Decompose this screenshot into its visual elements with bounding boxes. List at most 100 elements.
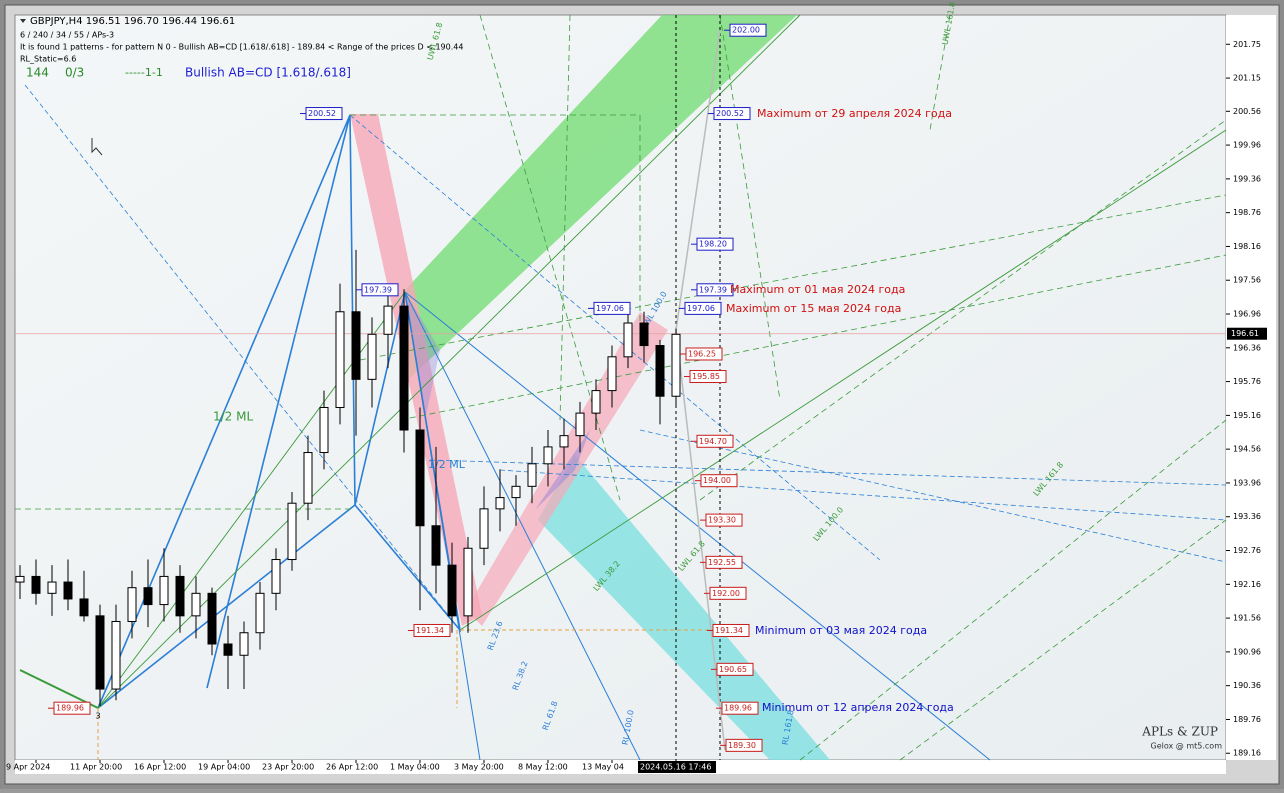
- header-line: 6 / 240 / 34 / 55 / APs-3: [20, 31, 114, 40]
- candle-body: [271, 559, 281, 594]
- lower-level-label: 191.34: [715, 626, 743, 635]
- status: -----1-1: [125, 66, 163, 79]
- green-dash: [559, 14, 571, 421]
- green-dash: [799, 419, 1227, 761]
- lower-level-label: 189.96: [724, 704, 752, 713]
- status: 0/3: [65, 66, 84, 80]
- y-tick-label: 199.36: [1233, 174, 1261, 183]
- lower-level: [709, 586, 747, 600]
- green-channel: [405, 15, 797, 378]
- upper-level: [729, 23, 767, 37]
- y-tick-label: 192.76: [1233, 546, 1261, 555]
- pink-leg: [350, 114, 482, 626]
- candle-body: [47, 581, 57, 594]
- y-tick-label: 191.56: [1233, 614, 1261, 623]
- pattern-point: [593, 301, 631, 315]
- status: 144: [26, 66, 49, 80]
- candle-body: [511, 485, 521, 499]
- candle-body: [175, 575, 185, 617]
- upper-level-label: 197.06: [687, 304, 715, 313]
- lower-level: [700, 474, 738, 488]
- lower-level: [705, 513, 743, 527]
- candle-body: [383, 305, 393, 335]
- candle-body: [655, 345, 665, 397]
- candle-body: [591, 390, 601, 414]
- lower-level-label: 194.00: [703, 476, 731, 485]
- green-line: [19, 669, 99, 709]
- pattern-line: [97, 114, 356, 709]
- candle-body: [207, 592, 217, 645]
- lower-level-label: 189.30: [728, 741, 756, 750]
- drawings: [15, 14, 1227, 761]
- upper-level-label: 197.39: [699, 285, 727, 294]
- candle-body: [191, 592, 201, 617]
- watermark: Gelox @ mt5.com: [1151, 742, 1223, 751]
- x-tick-label: 26 Apr 12:00: [326, 763, 378, 772]
- header-line: GBPJPY,H4 196.51 196.70 196.44 196.61: [30, 16, 235, 27]
- x-tick-label: 13 May 04: [582, 763, 624, 772]
- green-dash: [699, 119, 1227, 501]
- lower-level: [721, 701, 759, 715]
- header-line: It is found 1 patterns - for pattern N 0…: [20, 43, 463, 52]
- lower-level-label: 190.65: [719, 665, 747, 674]
- y-tick-label: 200.56: [1233, 107, 1261, 116]
- pattern-point: [305, 107, 343, 121]
- candle-body: [127, 587, 137, 622]
- lower-level: [696, 434, 734, 448]
- pattern-line: [206, 114, 351, 689]
- y-tick-label: 192.16: [1233, 580, 1261, 589]
- green-dash: [399, 254, 1227, 421]
- current-price-label: 196.61: [1231, 329, 1259, 338]
- pattern-point-label: 197.39: [364, 285, 392, 294]
- pattern-point-label: 197.06: [596, 304, 624, 313]
- lower-level-label: 193.30: [708, 516, 736, 525]
- projection: [675, 329, 726, 751]
- candle-body: [239, 632, 249, 656]
- candle-body: [463, 547, 473, 617]
- candle-body: [367, 333, 377, 380]
- candle-body: [255, 592, 265, 634]
- candle-body: [335, 311, 345, 408]
- pattern-point: [413, 623, 451, 637]
- x-tick-label: 2024.05.16 17:46: [640, 763, 711, 772]
- y-tick-label: 190.96: [1233, 647, 1261, 656]
- time-box: [638, 761, 716, 773]
- purple-area: [535, 430, 590, 510]
- dashed-line: [24, 84, 461, 631]
- y-tick-label: 198.16: [1233, 242, 1261, 251]
- fan-line: [404, 291, 481, 761]
- candle-body: [287, 502, 297, 561]
- y-tick-label: 196.96: [1233, 310, 1261, 319]
- collapse-arrow[interactable]: [20, 19, 26, 23]
- dashed-line: [499, 469, 1227, 521]
- y-tick-label: 201.75: [1233, 40, 1261, 49]
- candle-body: [159, 575, 169, 606]
- green-dash: [359, 194, 1227, 361]
- annotation: Maximum от 29 апреля 2024 года: [757, 107, 952, 120]
- annotation: Maximum от 01 мая 2024 года: [730, 283, 905, 296]
- candle-body: [223, 643, 233, 656]
- candle-body: [79, 598, 89, 617]
- status: Bullish AB=CD [1.618/.618]: [185, 66, 351, 80]
- y-tick-label: 199.96: [1233, 141, 1261, 150]
- lower-level: [716, 662, 754, 676]
- upper-level: [713, 107, 751, 121]
- price-axis: [1226, 15, 1276, 760]
- green-dash: [719, 14, 781, 401]
- x-tick-label: 11 Apr 20:00: [70, 763, 122, 772]
- y-tick-label: 189.76: [1233, 715, 1261, 724]
- y-tick-label: 195.16: [1233, 411, 1261, 420]
- upper-level: [684, 301, 722, 315]
- pattern-point: [53, 701, 91, 715]
- candle-body: [495, 497, 505, 510]
- y-tick-label: 193.36: [1233, 512, 1261, 521]
- candle-body: [351, 311, 361, 380]
- upper-level-label: 200.52: [716, 109, 744, 118]
- x-tick-label: 9 Apr 2024: [6, 763, 50, 772]
- pink-leg: [466, 312, 668, 626]
- dashed-line: [639, 429, 1227, 563]
- green-line: [97, 14, 801, 709]
- y-tick-label: 193.96: [1233, 478, 1261, 487]
- candle-body: [111, 620, 121, 690]
